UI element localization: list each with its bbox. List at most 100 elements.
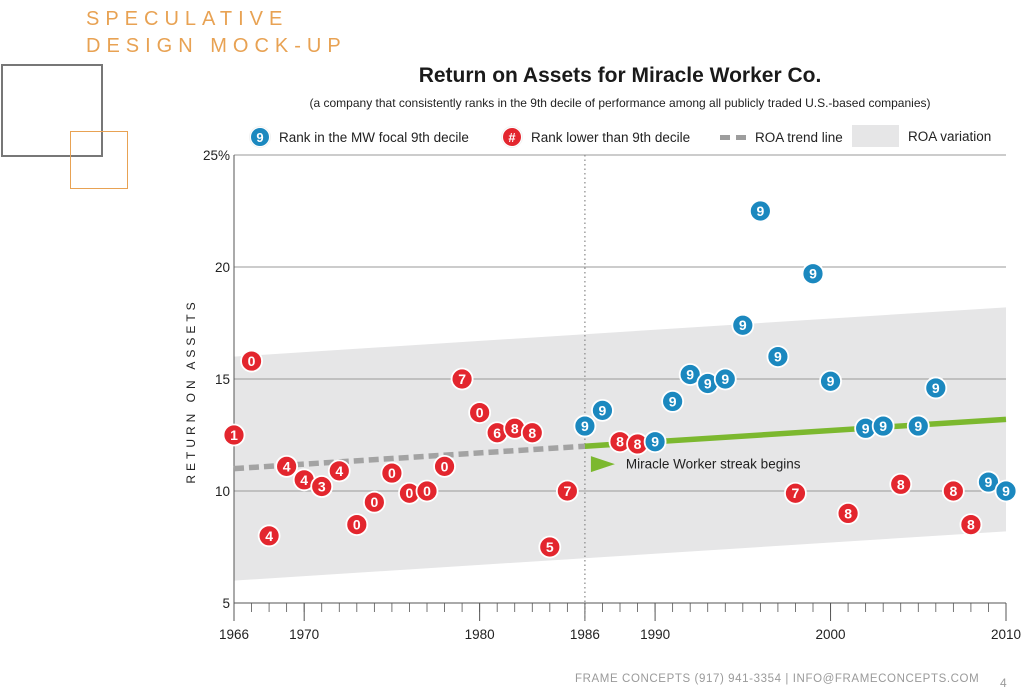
x-tick-label: 1970 [289, 627, 319, 642]
point-lower-decile-label: 4 [300, 472, 308, 488]
point-ninth-decile: 9 [731, 313, 755, 337]
footer-contact: FRAME CONCEPTS (917) 941-3354 | INFO@FRA… [575, 673, 980, 685]
brand-text: SPECULATIVE DESIGN MOCK-UP [86, 6, 347, 60]
point-lower-decile-label: 8 [949, 483, 957, 499]
point-lower-decile: 1 [222, 423, 246, 447]
point-lower-decile: 8 [941, 479, 965, 503]
point-lower-decile-marker [240, 349, 263, 373]
point-lower-decile-label: 7 [792, 485, 800, 501]
point-lower-decile: 0 [362, 490, 386, 514]
point-lower-decile: 6 [485, 421, 509, 445]
point-lower-decile-label: 8 [897, 476, 905, 492]
point-ninth-decile-marker [713, 367, 737, 391]
legend-trend-swatch [720, 134, 746, 140]
point-lower-decile-label: 0 [441, 458, 449, 474]
legend-band-swatch [852, 125, 899, 147]
x-tick-label: 1980 [465, 627, 495, 642]
brand-line-1: SPECULATIVE [86, 8, 289, 30]
point-lower-decile: 8 [520, 421, 544, 445]
point-ninth-decile: 9 [748, 199, 772, 223]
point-ninth-decile-label: 9 [704, 375, 712, 391]
legend-other-marker: # [502, 127, 522, 147]
point-lower-decile: 0 [415, 479, 439, 503]
point-ninth-decile-marker [871, 414, 895, 438]
point-lower-decile-label: 5 [546, 539, 554, 555]
point-lower-decile-label: 7 [458, 371, 466, 387]
point-lower-decile-label: 4 [335, 463, 343, 479]
x-tick-label: 2010 [991, 627, 1021, 642]
x-tick-label: 1990 [640, 627, 670, 642]
point-ninth-decile-label: 9 [739, 317, 747, 333]
point-ninth-decile: 9 [643, 430, 667, 454]
point-lower-decile-marker [222, 423, 246, 447]
point-ninth-decile-label: 9 [669, 393, 677, 409]
point-ninth-decile-label: 9 [721, 371, 729, 387]
point-lower-decile-label: 8 [511, 420, 519, 436]
point-ninth-decile-label: 9 [581, 418, 589, 434]
point-lower-decile: 0 [345, 513, 369, 536]
point-ninth-decile: 9 [713, 367, 737, 391]
point-lower-decile-marker [380, 461, 404, 485]
point-lower-decile-label: 4 [265, 528, 273, 544]
point-lower-decile: 7 [450, 367, 474, 391]
point-ninth-decile-marker [819, 369, 842, 393]
point-lower-decile: 7 [555, 479, 579, 503]
point-ninth-decile-marker [748, 199, 772, 223]
point-ninth-decile-label: 9 [827, 373, 835, 389]
point-lower-decile-label: 0 [406, 485, 414, 501]
point-lower-decile-marker [415, 479, 439, 503]
point-ninth-decile-label: 9 [809, 266, 817, 282]
point-lower-decile-label: 8 [616, 434, 624, 450]
y-tick-label: 5 [222, 596, 230, 611]
point-ninth-decile-label: 9 [1002, 483, 1010, 499]
point-ninth-decile-label: 9 [879, 418, 887, 434]
point-ninth-decile-label: 9 [599, 402, 607, 418]
page-number: 4 [1000, 676, 1007, 690]
point-lower-decile-marker [959, 513, 983, 536]
point-lower-decile: 7 [784, 481, 807, 505]
decor-square-gray [1, 64, 103, 157]
point-lower-decile-marker [520, 421, 544, 445]
point-lower-decile-marker [889, 472, 913, 496]
point-lower-decile-label: 8 [528, 425, 536, 441]
point-lower-decile-label: 0 [388, 465, 396, 481]
point-lower-decile-label: 8 [634, 436, 642, 452]
brand-line-2: DESIGN MOCK-UP [86, 35, 347, 57]
y-axis-label: RETURN ON ASSETS [184, 298, 198, 483]
point-lower-decile-label: 6 [493, 425, 501, 441]
point-ninth-decile-marker [731, 313, 755, 337]
point-lower-decile-marker [538, 535, 562, 559]
point-ninth-decile: 9 [871, 414, 895, 438]
point-lower-decile-label: 1 [230, 427, 238, 443]
x-tick-label: 2000 [816, 627, 846, 642]
point-lower-decile: 4 [257, 524, 281, 548]
point-lower-decile: 0 [380, 461, 404, 485]
point-lower-decile-marker [784, 481, 807, 505]
trend-line-pre [233, 443, 586, 472]
point-lower-decile-marker [941, 479, 965, 503]
point-ninth-decile: 9 [766, 345, 790, 369]
point-ninth-decile: 9 [661, 389, 685, 413]
legend-other-label: Rank lower than 9th decile [531, 129, 691, 145]
point-ninth-decile: 9 [801, 262, 825, 286]
point-ninth-decile-marker [643, 430, 667, 454]
point-ninth-decile-label: 9 [651, 434, 659, 450]
point-ninth-decile-marker [994, 479, 1018, 503]
y-tick-label: 15 [215, 372, 230, 387]
point-lower-decile-marker [468, 401, 492, 425]
point-ninth-decile-label: 9 [914, 418, 922, 434]
point-lower-decile-label: 7 [563, 483, 571, 499]
point-lower-decile-label: 4 [283, 458, 291, 474]
point-ninth-decile: 9 [573, 414, 597, 438]
point-ninth-decile: 9 [819, 369, 842, 393]
point-ninth-decile-marker [661, 389, 685, 413]
point-lower-decile: 0 [433, 454, 456, 478]
point-lower-decile: 4 [275, 454, 299, 478]
point-lower-decile-label: 0 [423, 483, 431, 499]
point-lower-decile-label: 0 [248, 353, 256, 369]
point-ninth-decile: 9 [924, 376, 948, 400]
point-lower-decile-label: 8 [967, 517, 975, 533]
y-tick-label: 10 [215, 484, 230, 499]
point-lower-decile-marker [450, 367, 474, 391]
